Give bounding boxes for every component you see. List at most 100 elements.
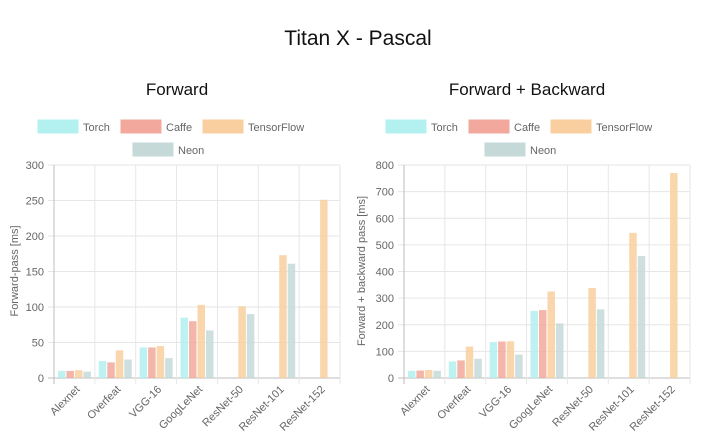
legend-label: TensorFlow [596, 122, 652, 134]
x-tick-label: GoogLeNet [157, 384, 205, 432]
legend-label: Neon [530, 145, 556, 157]
chart-legend: Torch Caffe TensorFlow Neon [37, 119, 304, 157]
chart-title: Forward [146, 80, 208, 99]
bar-series [407, 172, 678, 378]
legend-item-neon[interactable]: Neon [132, 142, 204, 157]
y-axis-title: Forward-pass [ms] [9, 225, 21, 316]
y-tick-label: 150 [26, 267, 44, 279]
bar-tensorflow-vgg-16 [156, 346, 165, 378]
legend-item-neon[interactable]: Neon [484, 142, 556, 157]
bar-tensorflow-resnet-50 [588, 288, 596, 378]
bar-neon-resnet-50 [596, 309, 605, 378]
x-tick-label: Overfeat [435, 384, 473, 422]
bar-neon-googlenet [556, 323, 564, 378]
x-tick-label: GoogLeNet [507, 384, 555, 432]
bar-caffe-alexnet [416, 370, 424, 378]
legend-item-caffe[interactable]: Caffe [120, 119, 192, 134]
bar-tensorflow-vgg-16 [506, 341, 515, 378]
bar-neon-resnet-101 [287, 263, 296, 378]
bar-series [57, 199, 328, 378]
legend-swatch [120, 119, 162, 134]
y-tick-label: 100 [26, 302, 44, 314]
y-tick-label: 400 [376, 267, 394, 279]
bar-tensorflow-googlenet [547, 291, 555, 378]
y-tick-label: 200 [26, 231, 44, 243]
bar-caffe-vgg-16 [148, 347, 156, 378]
y-axis-title: Forward + backward pass [ms] [356, 196, 368, 346]
bar-torch-overfeat [448, 361, 457, 378]
legend-swatch [550, 119, 592, 134]
legend-item-caffe[interactable]: Caffe [468, 119, 540, 134]
bar-neon-vgg-16 [515, 354, 523, 378]
y-tick-label: 600 [376, 213, 394, 225]
legend-swatch [132, 142, 174, 157]
bar-neon-overfeat [124, 359, 132, 378]
y-axis-ticks: 0 100 200 300 400 500 600 700 800 [376, 160, 394, 385]
legend-swatch [202, 119, 244, 134]
bar-tensorflow-alexnet [424, 370, 433, 378]
y-tick-label: 700 [376, 187, 394, 199]
bar-caffe-overfeat [107, 362, 115, 378]
bar-torch-vgg-16 [489, 342, 498, 378]
bar-torch-alexnet [57, 370, 66, 378]
y-tick-label: 0 [388, 373, 394, 385]
bar-tensorflow-resnet-152 [320, 199, 328, 378]
legend-swatch [385, 119, 427, 134]
bar-neon-alexnet [83, 371, 91, 378]
bar-neon-vgg-16 [165, 358, 173, 378]
bar-tensorflow-overfeat [465, 346, 474, 378]
legend-item-tensorflow[interactable]: TensorFlow [550, 119, 652, 134]
bar-torch-alexnet [407, 370, 416, 378]
bar-neon-googlenet [206, 330, 214, 378]
bar-torch-vgg-16 [139, 347, 148, 378]
legend-label: Caffe [166, 122, 192, 134]
bar-tensorflow-overfeat [115, 350, 124, 378]
bar-tensorflow-googlenet [197, 304, 205, 378]
legend-label: Torch [431, 122, 458, 134]
x-tick-label: Alexnet [48, 384, 82, 418]
x-axis-ticks: Alexnet Overfeat VGG-16GoogLeNetResNet-50R… [48, 384, 328, 434]
bar-tensorflow-resnet-101 [279, 255, 287, 378]
chart-title: Forward + Backward [449, 80, 605, 99]
legend-item-torch[interactable]: Torch [385, 119, 458, 134]
bar-neon-alexnet [433, 370, 441, 378]
chart-legend: Torch Caffe TensorFlow Neon [385, 119, 652, 157]
bar-tensorflow-resnet-152 [670, 172, 678, 378]
x-tick-label: Alexnet [398, 384, 432, 418]
bar-torch-googlenet [530, 310, 538, 378]
legend-label: Torch [83, 122, 110, 134]
y-tick-label: 800 [376, 160, 394, 172]
y-tick-label: 250 [26, 196, 44, 208]
x-tick-label: VGG-16 [127, 384, 164, 421]
y-tick-label: 0 [38, 373, 44, 385]
bar-caffe-googlenet [539, 310, 547, 378]
x-tick-label: VGG-16 [477, 384, 514, 421]
bar-caffe-alexnet [66, 370, 74, 378]
legend-swatch [37, 119, 79, 134]
bar-tensorflow-resnet-50 [238, 306, 246, 378]
legend-swatch [468, 119, 510, 134]
legend-item-tensorflow[interactable]: TensorFlow [202, 119, 304, 134]
forward-backward-chart: Forward + Backward Torch Caffe TensorFlow N… [356, 80, 691, 434]
page-title: Titan X - Pascal [284, 27, 432, 50]
y-tick-label: 100 [376, 346, 394, 358]
bar-neon-resnet-50 [246, 314, 255, 378]
legend-item-torch[interactable]: Torch [37, 119, 110, 134]
y-tick-label: 300 [26, 160, 44, 172]
bar-neon-overfeat [474, 358, 482, 378]
bar-caffe-overfeat [457, 360, 465, 378]
legend-swatch [484, 142, 526, 157]
bar-caffe-googlenet [189, 321, 197, 378]
forward-chart: Forward Torch Caffe TensorFlow Neon 0 50 100 1… [9, 80, 341, 434]
bar-neon-resnet-101 [637, 256, 646, 378]
bar-tensorflow-resnet-101 [629, 232, 637, 378]
y-tick-label: 500 [376, 240, 394, 252]
y-axis-ticks: 0 50 100 150 200 250 300 [26, 160, 44, 385]
legend-label: Caffe [514, 122, 540, 134]
bar-caffe-vgg-16 [498, 341, 506, 378]
bar-torch-overfeat [98, 360, 107, 378]
bar-torch-googlenet [180, 317, 188, 378]
legend-label: Neon [178, 145, 204, 157]
x-axis-ticks: Alexnet Overfeat VGG-16GoogLeNetResNet-50R… [398, 384, 678, 434]
x-tick-label: Overfeat [85, 384, 123, 422]
